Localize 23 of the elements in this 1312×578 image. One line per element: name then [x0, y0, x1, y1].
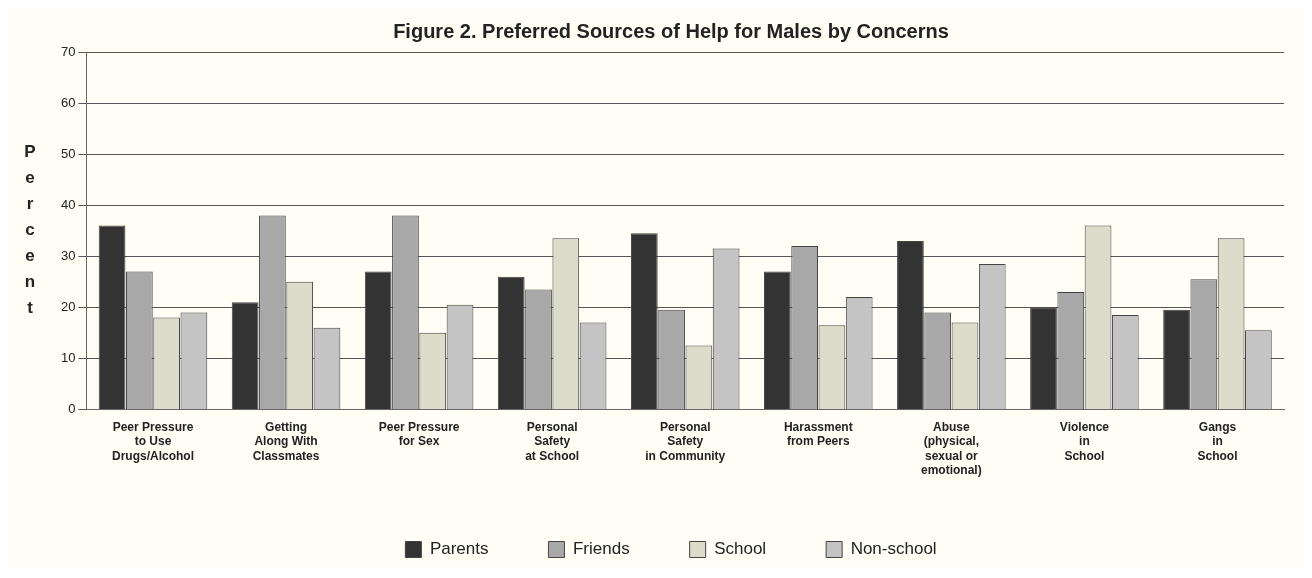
y-tick-label: 70: [60, 43, 76, 59]
y-tick-label: 60: [60, 94, 76, 110]
y-tick-label: 10: [60, 349, 76, 365]
x-tick-label: Getting Along With Classmates: [252, 419, 320, 463]
y-tick-label: 0: [68, 400, 76, 416]
y-axis-title: Percent: [24, 142, 36, 318]
x-tick-label: Peer Pressure to Use Drugs/Alcohol: [111, 419, 194, 463]
x-tick-label: Personal Safety at School: [525, 419, 580, 463]
y-tick-label: 20: [60, 298, 76, 314]
legend-label: Friends: [572, 539, 630, 559]
legend-label: Parents: [429, 539, 489, 559]
x-tick-label: Gangs in School: [1197, 419, 1238, 463]
x-tick-label: Harassment from Peers: [783, 419, 853, 449]
legend-label: Non-school: [850, 539, 937, 559]
y-tick-label: 40: [60, 196, 76, 212]
y-tick-label: 50: [60, 145, 76, 161]
x-tick-label: Abuse (physical, sexual or emotional): [921, 419, 982, 478]
x-tick-label: Peer Pressure for Sex: [378, 419, 460, 449]
legend-label: School: [714, 539, 767, 559]
x-tick-label: Violence in School: [1059, 419, 1110, 463]
y-tick-label: 30: [60, 247, 76, 263]
chart-title: Figure 2. Preferred Sources of Help for Males by Concerns: [393, 19, 949, 42]
x-tick-label: Personal Safety in Community: [645, 419, 726, 463]
